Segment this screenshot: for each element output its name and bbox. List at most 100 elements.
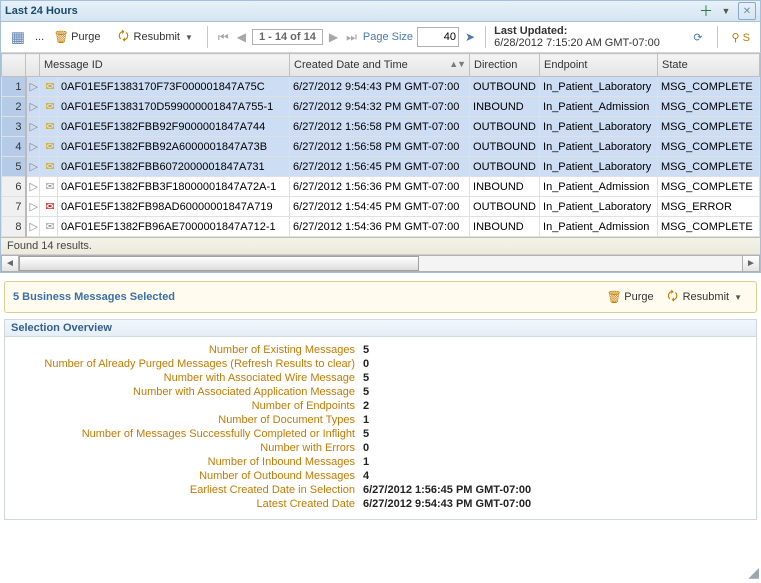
selection-summary: 5 Business Messages Selected bbox=[13, 291, 601, 303]
filter-icon[interactable]: ⚲ S bbox=[726, 26, 756, 48]
row-number: 5 bbox=[2, 157, 26, 177]
cell-endpoint: In_Patient_Laboratory bbox=[540, 117, 658, 137]
row-number: 6 bbox=[2, 177, 26, 197]
expand-icon[interactable]: ▷ bbox=[26, 77, 40, 97]
scroll-left-icon[interactable]: ◄ bbox=[1, 255, 19, 272]
overview-value: 1 bbox=[363, 456, 369, 468]
table-row[interactable]: 3▷✉0AF01E5F1382FBB92F9000001847A7446/27/… bbox=[2, 117, 760, 137]
cell-state: MSG_COMPLETE bbox=[658, 137, 760, 157]
first-page-icon[interactable]: ⏮ bbox=[216, 30, 231, 45]
col-expand[interactable] bbox=[26, 54, 40, 77]
purge-button[interactable]: 🗑Purge bbox=[48, 26, 106, 48]
table-row[interactable]: 2▷✉0AF01E5F1383170D599000001847A755-16/2… bbox=[2, 97, 760, 117]
add-icon[interactable]: ＋ bbox=[698, 3, 714, 19]
cell-direction: OUTBOUND bbox=[470, 77, 540, 97]
col-message-id[interactable]: Message ID bbox=[40, 54, 290, 77]
overview-value: 0 bbox=[363, 442, 369, 454]
cell-state: MSG_COMPLETE bbox=[658, 177, 760, 197]
cell-message-id: 0AF01E5F1383170F73F000001847A75C bbox=[58, 77, 290, 97]
row-number: 4 bbox=[2, 137, 26, 157]
envelope-icon: ✉ bbox=[40, 117, 58, 137]
col-created[interactable]: Created Date and Time▲▼ bbox=[290, 54, 470, 77]
horizontal-scrollbar[interactable]: ◄ ► bbox=[1, 254, 760, 272]
expand-icon[interactable]: ▷ bbox=[26, 197, 40, 217]
cell-message-id: 0AF01E5F1382FBB6072000001847A731 bbox=[58, 157, 290, 177]
expand-icon[interactable]: ▷ bbox=[26, 97, 40, 117]
cell-created: 6/27/2012 1:56:58 PM GMT-07:00 bbox=[290, 137, 470, 157]
table-row[interactable]: 7▷✉0AF01E5F1382FB98AD60000001847A7196/27… bbox=[2, 197, 760, 217]
overview-label: Number of Messages Successfully Complete… bbox=[13, 428, 363, 440]
col-state[interactable]: State bbox=[658, 54, 760, 77]
close-panel-icon[interactable]: ✕ bbox=[738, 2, 756, 20]
overview-row: Number of Document Types1 bbox=[13, 413, 748, 427]
row-number: 8 bbox=[2, 217, 26, 237]
overview-row: Number with Associated Application Messa… bbox=[13, 385, 748, 399]
envelope-icon: ✉ bbox=[40, 217, 58, 237]
toolbar-more[interactable]: ... bbox=[35, 31, 44, 43]
col-endpoint[interactable]: Endpoint bbox=[540, 54, 658, 77]
cell-direction: OUTBOUND bbox=[470, 117, 540, 137]
overview-value: 5 bbox=[363, 386, 369, 398]
overview-row: Earliest Created Date in Selection6/27/2… bbox=[13, 483, 748, 497]
table-row[interactable]: 4▷✉0AF01E5F1382FBB92A6000001847A73B6/27/… bbox=[2, 137, 760, 157]
cell-endpoint: In_Patient_Laboratory bbox=[540, 157, 658, 177]
overview-row: Latest Created Date6/27/2012 9:54:43 PM … bbox=[13, 497, 748, 511]
cell-state: MSG_COMPLETE bbox=[658, 157, 760, 177]
next-page-icon[interactable]: ▶ bbox=[327, 30, 340, 44]
add-dropdown-icon[interactable]: ▼ bbox=[718, 3, 734, 19]
cell-created: 6/27/2012 9:54:43 PM GMT-07:00 bbox=[290, 77, 470, 97]
row-number: 7 bbox=[2, 197, 26, 217]
scroll-track[interactable] bbox=[19, 255, 742, 272]
expand-icon[interactable]: ▷ bbox=[26, 137, 40, 157]
overview-value: 4 bbox=[363, 470, 369, 482]
overview-row: Number of Already Purged Messages (Refre… bbox=[13, 357, 748, 371]
envelope-icon: ✉ bbox=[40, 97, 58, 117]
overview-value: 5 bbox=[363, 372, 369, 384]
overview-value: 6/27/2012 1:56:45 PM GMT-07:00 bbox=[363, 484, 531, 496]
selection-resubmit-button[interactable]: 🗘Resubmit▼ bbox=[660, 286, 748, 308]
last-page-icon[interactable]: ⏭ bbox=[344, 30, 359, 45]
purge-label: Purge bbox=[71, 31, 100, 43]
scroll-right-icon[interactable]: ► bbox=[742, 255, 760, 272]
resubmit-button[interactable]: 🗘Resubmit▼ bbox=[111, 26, 199, 48]
table-row[interactable]: 8▷✉0AF01E5F1382FB96AE7000001847A712-16/2… bbox=[2, 217, 760, 237]
envelope-icon: ✉ bbox=[40, 77, 58, 97]
table-row[interactable]: 5▷✉0AF01E5F1382FBB6072000001847A7316/27/… bbox=[2, 157, 760, 177]
overview-row: Number of Messages Successfully Complete… bbox=[13, 427, 748, 441]
prev-page-icon[interactable]: ◀ bbox=[235, 30, 248, 44]
cell-endpoint: In_Patient_Admission bbox=[540, 217, 658, 237]
overview-header: Selection Overview bbox=[5, 320, 756, 337]
overview-label: Number with Associated Wire Message bbox=[13, 372, 363, 384]
cell-endpoint: In_Patient_Laboratory bbox=[540, 77, 658, 97]
expand-icon[interactable]: ▷ bbox=[26, 217, 40, 237]
expand-icon[interactable]: ▷ bbox=[26, 117, 40, 137]
cell-direction: INBOUND bbox=[470, 177, 540, 197]
overview-label: Latest Created Date bbox=[13, 498, 363, 510]
overview-value: 0 bbox=[363, 358, 369, 370]
grid-options-button[interactable]: ▦ bbox=[5, 26, 31, 48]
page-size-go-icon[interactable]: ➤ bbox=[463, 30, 477, 44]
last-updated-label: Last Updated: bbox=[494, 25, 660, 37]
table-row[interactable]: 6▷✉0AF01E5F1382FBB3F18000001847A72A-16/2… bbox=[2, 177, 760, 197]
cell-message-id: 0AF01E5F1383170D599000001847A755-1 bbox=[58, 97, 290, 117]
envelope-icon: ✉ bbox=[40, 137, 58, 157]
col-rownum[interactable] bbox=[2, 54, 26, 77]
table-row[interactable]: 1▷✉0AF01E5F1383170F73F000001847A75C6/27/… bbox=[2, 77, 760, 97]
results-bar: Found 14 results. bbox=[1, 237, 760, 254]
refresh-icon[interactable]: ⟳ bbox=[687, 26, 708, 48]
col-direction[interactable]: Direction bbox=[470, 54, 540, 77]
row-number: 2 bbox=[2, 97, 26, 117]
page-size-input[interactable] bbox=[417, 27, 459, 47]
overview-row: Number of Endpoints2 bbox=[13, 399, 748, 413]
page-range: 1 - 14 of 14 bbox=[252, 29, 323, 45]
expand-icon[interactable]: ▷ bbox=[26, 177, 40, 197]
overview-row: Number of Inbound Messages1 bbox=[13, 455, 748, 469]
expand-icon[interactable]: ▷ bbox=[26, 157, 40, 177]
sort-desc-icon[interactable]: ▲▼ bbox=[449, 59, 465, 69]
scroll-thumb[interactable] bbox=[19, 256, 419, 271]
resize-handle-icon[interactable]: ◢ bbox=[748, 564, 759, 581]
pager: ⏮ ◀ 1 - 14 of 14 ▶ ⏭ Page Size ➤ bbox=[216, 27, 477, 47]
overview-row: Number of Outbound Messages4 bbox=[13, 469, 748, 483]
cell-message-id: 0AF01E5F1382FB98AD60000001847A719 bbox=[58, 197, 290, 217]
selection-purge-button[interactable]: 🗑Purge bbox=[601, 286, 659, 308]
